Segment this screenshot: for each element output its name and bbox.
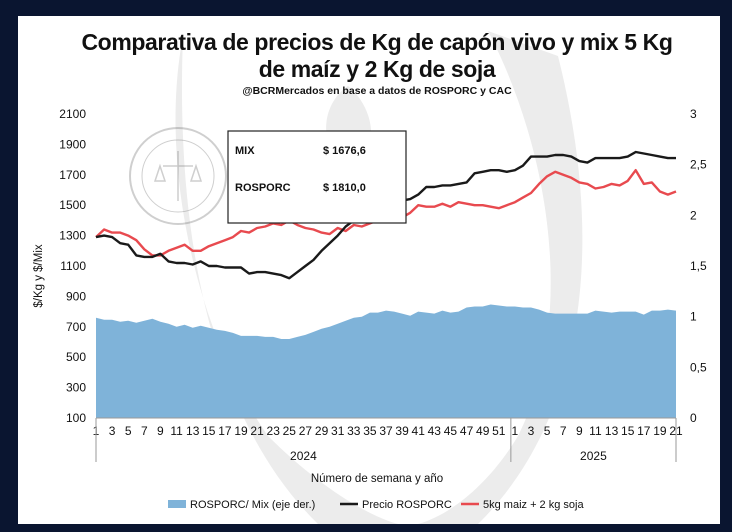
x-tick-label: 11 <box>170 424 183 438</box>
y-tick-label: 100 <box>66 411 86 425</box>
y-tick-label: 500 <box>66 350 86 364</box>
x-tick-label: 21 <box>250 424 264 438</box>
y2-tick-label: 1 <box>690 310 697 324</box>
y-tick-label: 1900 <box>59 137 86 151</box>
y-tick-label: 900 <box>66 289 86 303</box>
x-tick-label: 3 <box>109 424 116 438</box>
x-tick-label: 47 <box>460 424 474 438</box>
y2-tick-label: 2 <box>690 208 697 222</box>
x-tick-label: 15 <box>202 424 216 438</box>
y2-tick-label: 0,5 <box>690 360 707 374</box>
watermark <box>175 31 583 524</box>
mix-value: $ 1676,6 <box>323 145 366 157</box>
legend-swatch-area <box>168 500 186 508</box>
y-axis-label: $/Kg y $/Mix <box>33 244 45 308</box>
y-tick-label: 300 <box>66 381 86 395</box>
y2-tick-label: 3 <box>690 107 697 121</box>
x-tick-label: 5 <box>125 424 132 438</box>
x-tick-label: 19 <box>653 424 667 438</box>
x-tick-label: 5 <box>544 424 551 438</box>
chart-title-line2: de maíz y 2 Kg de soja <box>259 56 496 82</box>
chart-title-line1: Comparativa de precios de Kg de capón vi… <box>81 29 672 55</box>
rosporc-value: $ 1810,0 <box>323 182 366 194</box>
x-tick-label: 19 <box>234 424 248 438</box>
y-tick-label: 1100 <box>60 259 86 273</box>
x-tick-label: 49 <box>476 424 490 438</box>
mix-label: MIX <box>235 145 255 157</box>
x-tick-label: 43 <box>428 424 442 438</box>
y2-tick-label: 0 <box>690 411 697 425</box>
x-tick-label: 31 <box>331 424 345 438</box>
chart-subtitle: @BCRMercados en base a datos de ROSPORC … <box>242 85 512 97</box>
series-area-ratio <box>96 304 676 418</box>
year-label-2024: 2024 <box>290 449 317 463</box>
legend-label-mix: 5kg maiz + 2 kg soja <box>483 499 584 511</box>
y-tick-label: 1300 <box>59 229 86 243</box>
x-tick-label: 17 <box>218 424 232 438</box>
x-tick-label: 13 <box>186 424 200 438</box>
x-tick-label: 41 <box>412 424 426 438</box>
chart-frame: 100 300 500 700 900 1100 1300 1500 1700 1900 2100 0… <box>6 6 726 526</box>
chart: 100 300 500 700 900 1100 1300 1500 1700 1900 2100 0… <box>18 16 720 524</box>
y2-tick-label: 2,5 <box>690 158 707 172</box>
y-tick-label: 700 <box>66 320 86 334</box>
x-tick-label: 17 <box>637 424 651 438</box>
x-tick-label: 35 <box>363 424 377 438</box>
x-tick-label: 23 <box>267 424 281 438</box>
x-tick-label: 27 <box>299 424 313 438</box>
rosporc-label: ROSPORC <box>235 182 291 194</box>
x-tick-label: 37 <box>379 424 393 438</box>
y-tick-label: 2100 <box>59 107 86 121</box>
legend: ROSPORC/ Mix (eje der.) Precio ROSPORC 5… <box>168 499 584 511</box>
x-tick-label: 7 <box>141 424 148 438</box>
y2-tick-label: 1,5 <box>690 259 707 273</box>
x-tick-label: 1 <box>512 424 519 438</box>
x-tick-label: 3 <box>528 424 535 438</box>
seal-logo <box>129 127 227 225</box>
y-tick-label: 1500 <box>59 198 86 212</box>
x-tick-label: 13 <box>605 424 619 438</box>
x-tick-label: 33 <box>347 424 361 438</box>
x-tick-label: 15 <box>621 424 635 438</box>
year-label-2025: 2025 <box>580 449 607 463</box>
x-tick-label: 39 <box>395 424 409 438</box>
x-tick-label: 9 <box>157 424 164 438</box>
legend-label-rosporc: Precio ROSPORC <box>362 499 452 511</box>
x-tick-label: 11 <box>589 424 602 438</box>
x-tick-label: 7 <box>560 424 567 438</box>
x-tick-label: 29 <box>315 424 329 438</box>
x-tick-label: 9 <box>576 424 583 438</box>
legend-label-area: ROSPORC/ Mix (eje der.) <box>190 499 315 511</box>
x-axis-label: Número de semana y año <box>311 473 443 485</box>
y-tick-label: 1700 <box>59 168 86 182</box>
x-tick-label: 51 <box>492 424 506 438</box>
x-tick-label: 45 <box>444 424 458 438</box>
x-tick-label: 25 <box>283 424 297 438</box>
annotation-box: MIX $ 1676,6 ROSPORC $ 1810,0 <box>227 130 407 224</box>
